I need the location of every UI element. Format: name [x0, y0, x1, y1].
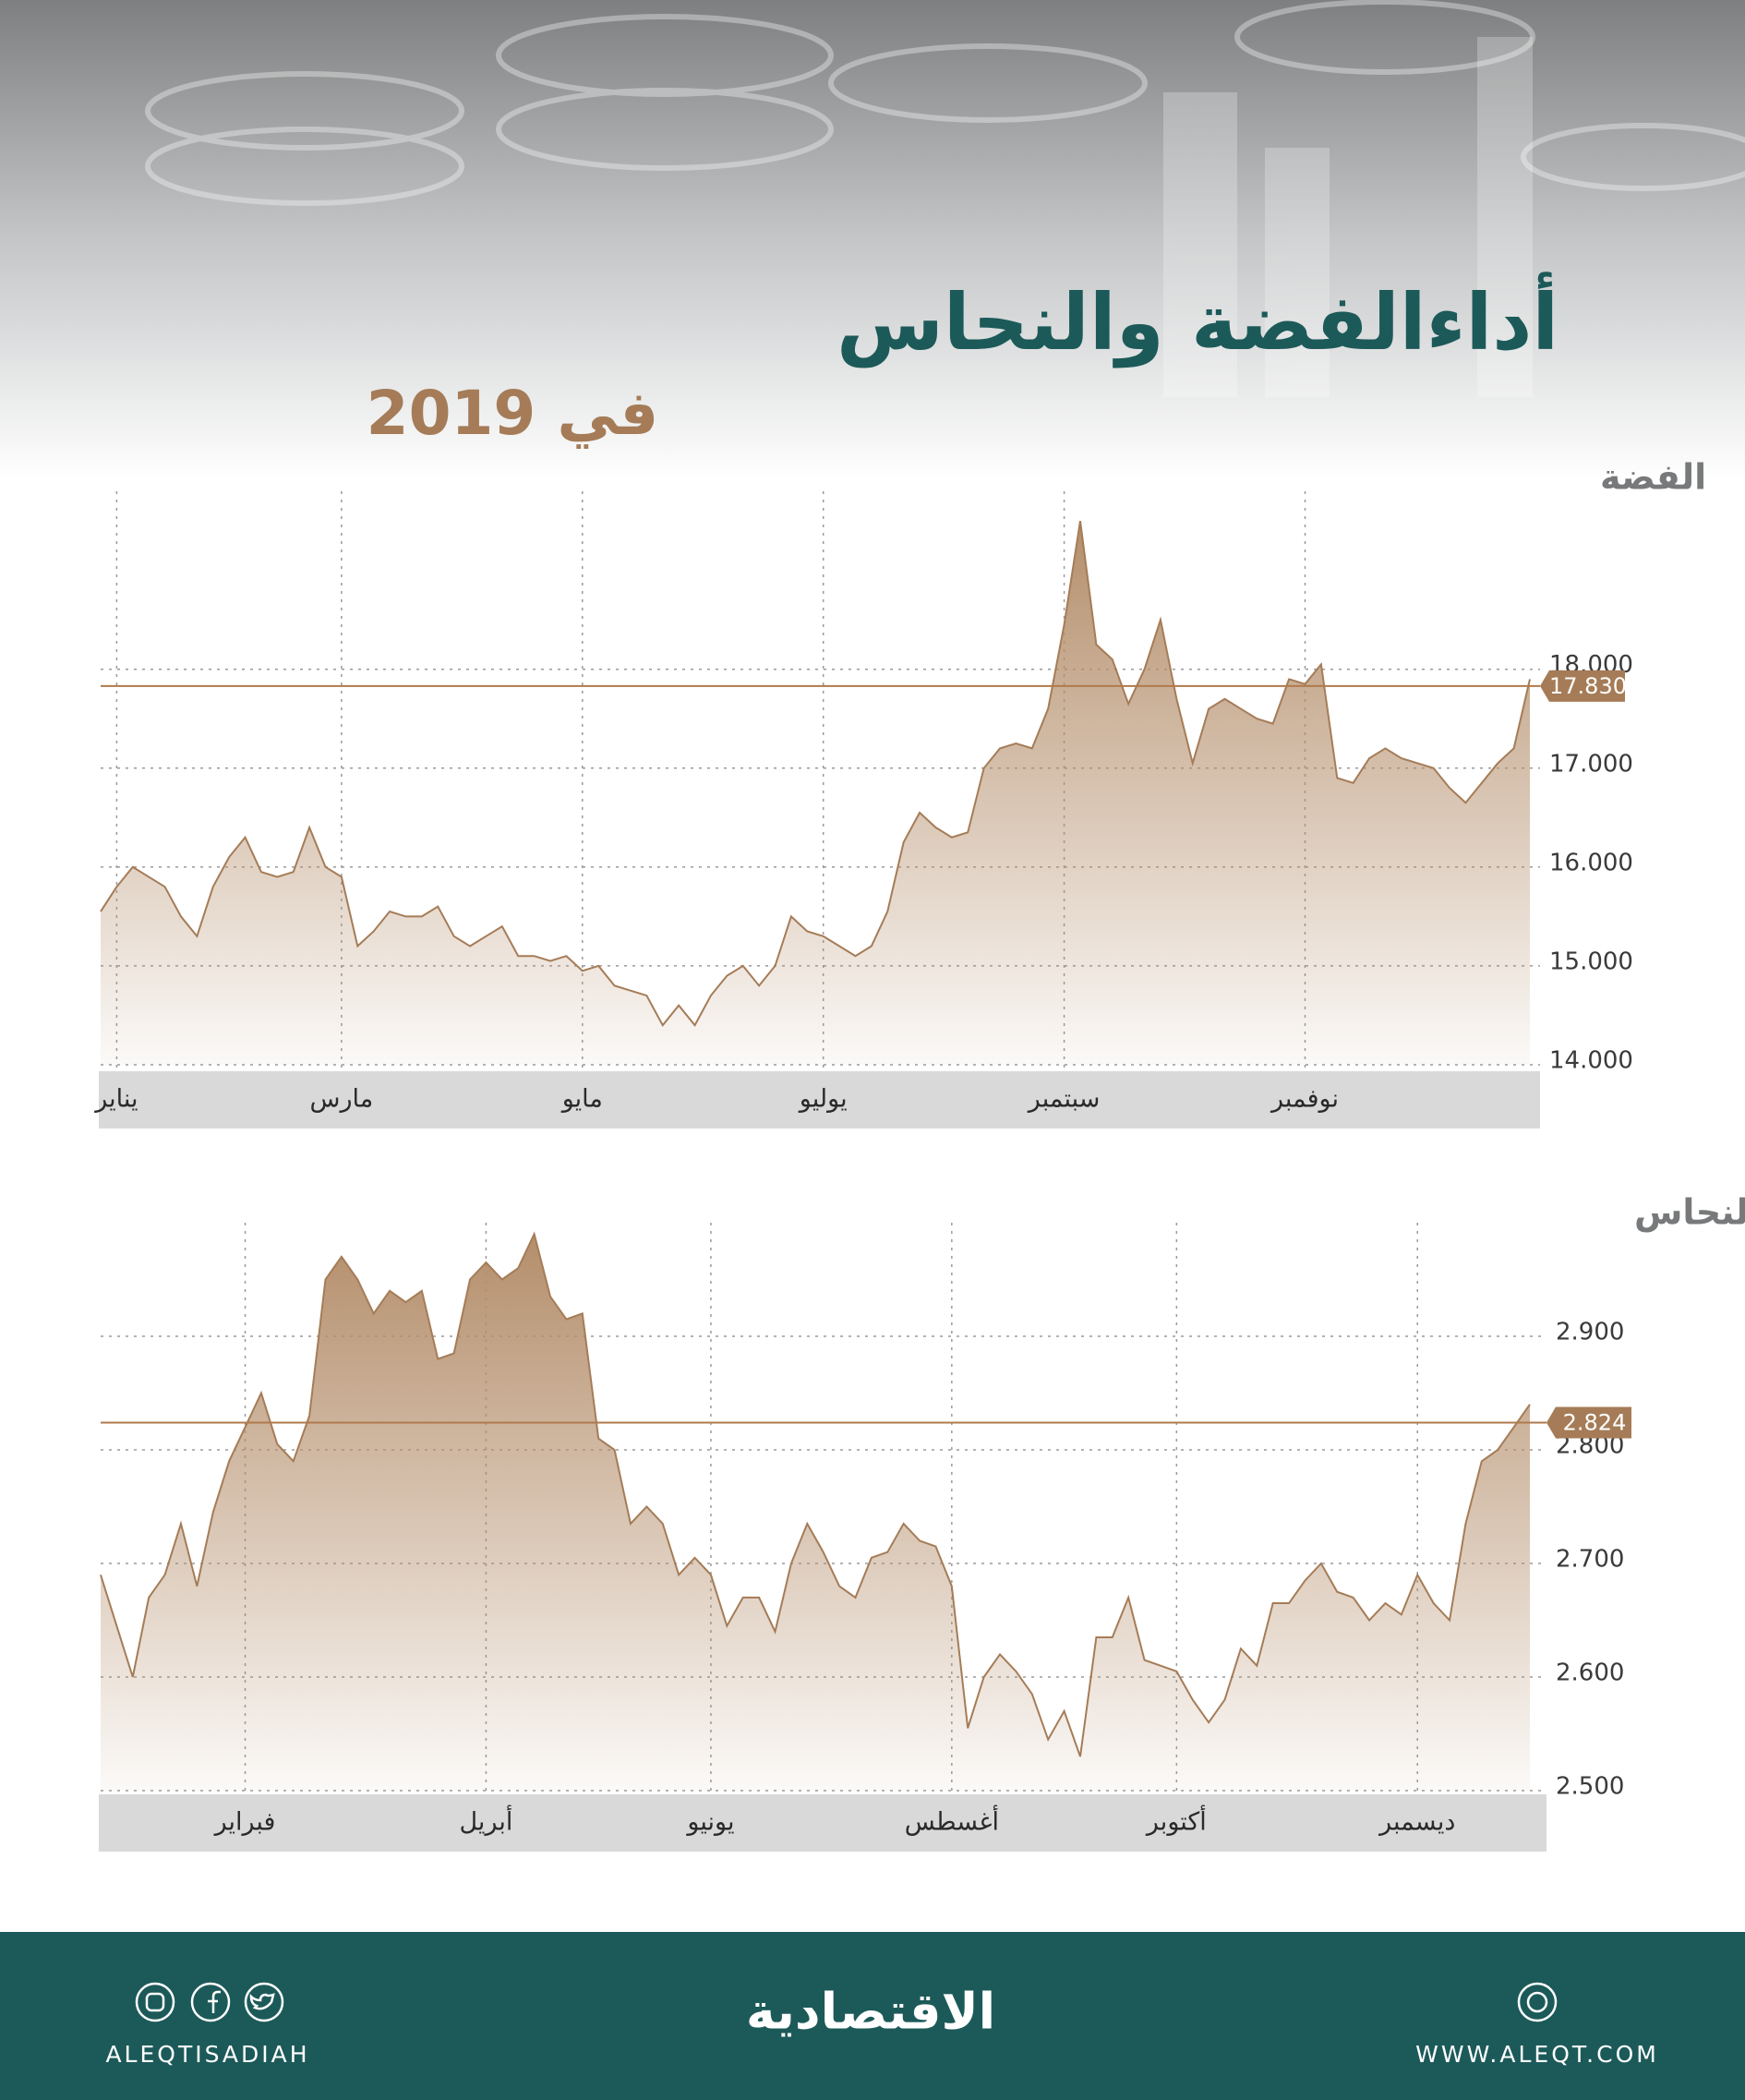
x-tick-label: مارس	[310, 1085, 374, 1114]
y-tick-label: 2.600	[1556, 1659, 1624, 1687]
web-icon	[1517, 1982, 1558, 2022]
y-tick-label: 2.500	[1556, 1773, 1624, 1801]
x-tick-label: يناير	[93, 1085, 138, 1114]
chart-title: النحاس	[1634, 1192, 1745, 1233]
y-tick-label: 14.000	[1549, 1047, 1633, 1075]
x-tick-label: مايو	[560, 1085, 603, 1114]
social-icons	[135, 1982, 1558, 2022]
bar-decoration	[1163, 37, 1533, 397]
charts: الفضة14.00015.00016.00017.00018.000يناير…	[93, 457, 1745, 1852]
twitter-glyph	[249, 1993, 275, 2010]
header-background	[0, 0, 1745, 480]
x-axis-band	[99, 1794, 1546, 1852]
y-tick-label: 17.000	[1549, 750, 1633, 778]
footer-background	[0, 1932, 1745, 2100]
x-tick-label: ديسمبر	[1378, 1808, 1455, 1837]
x-tick-label: أغسطس	[905, 1804, 999, 1837]
web-glyph	[1526, 1991, 1548, 2013]
website: WWW.ALEQT.COM	[1415, 2041, 1659, 2068]
facebook-glyph	[208, 1990, 221, 2013]
instagram-glyph	[145, 1992, 165, 2012]
social-handle: ALEQTISADIAH	[105, 2041, 309, 2068]
coin-decoration	[145, 0, 1745, 206]
x-axis-band	[99, 1071, 1540, 1128]
area-fill	[101, 521, 1530, 1065]
x-tick-label: فبراير	[213, 1808, 276, 1837]
x-tick-label: يوليو	[798, 1085, 848, 1114]
y-tick-label: 15.000	[1549, 947, 1633, 975]
twitter-icon	[244, 1982, 284, 2022]
x-tick-label: يونيو	[685, 1808, 734, 1837]
reference-label-box	[1546, 1406, 1631, 1439]
x-tick-label: نوفمبر	[1270, 1085, 1339, 1114]
main-title: أداءالفضة والنحاس	[836, 272, 1558, 368]
y-tick-label: 2.900	[1556, 1319, 1624, 1346]
area-fill	[101, 1234, 1530, 1791]
instagram-icon	[135, 1982, 175, 2022]
area-line	[100, 1231, 1531, 1757]
reference-label: 17.830	[1549, 673, 1627, 699]
logo: الاقتصادية	[746, 1983, 995, 2041]
y-tick-label: 16.000	[1549, 849, 1633, 876]
x-tick-label: سبتمبر	[1027, 1085, 1101, 1114]
reference-label-box	[1540, 670, 1625, 702]
x-tick-label: أبريل	[459, 1804, 512, 1837]
facebook-icon	[190, 1982, 231, 2022]
x-tick-label: أكتوبر	[1145, 1804, 1207, 1837]
area-line	[100, 520, 1531, 1027]
reference-label: 2.824	[1563, 1409, 1627, 1435]
chart-title: الفضة	[1600, 457, 1706, 498]
y-tick-label: 2.700	[1556, 1546, 1624, 1574]
subtitle: في 2019	[367, 378, 659, 449]
